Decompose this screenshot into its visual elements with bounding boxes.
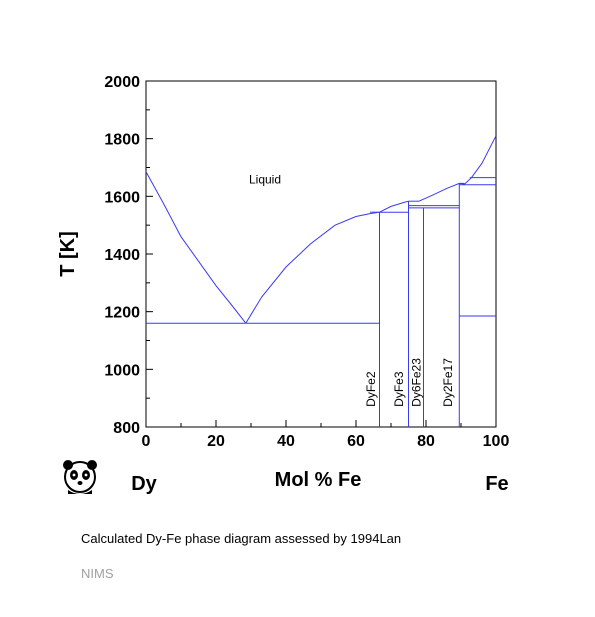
compound-label: Dy6Fe23: [410, 358, 424, 407]
panda-icon: [63, 460, 97, 494]
phase-boundary-line: [245, 200, 409, 324]
y-axis-title: T [K]: [57, 231, 79, 277]
x-axis-title: Mol % Fe: [275, 469, 362, 491]
phase-boundary-line: [418, 182, 465, 202]
left-element-label: Dy: [131, 473, 157, 495]
phase-labels: Liquid DyFe2 DyFe3 Dy6Fe23 Dy2Fe17: [249, 172, 455, 406]
x-tick-label: 40: [277, 433, 295, 450]
y-tick-label: 1200: [104, 305, 140, 322]
axis-tick-labels: 0 20 40 60 80 100 800 1000 1200 1400 1600 1800 2000: [104, 74, 509, 450]
y-tick-label: 800: [113, 420, 140, 437]
x-tick-label: 0: [142, 433, 151, 450]
phase-boundaries: [145, 135, 497, 427]
y-tick-label: 1000: [104, 362, 140, 379]
y-tick-label: 1400: [104, 247, 140, 264]
credit-text: NIMS: [81, 566, 114, 581]
figure-caption: Calculated Dy-Fe phase diagram assessed …: [81, 531, 402, 546]
compound-label: DyFe2: [364, 371, 378, 407]
compound-label: Dy2Fe17: [441, 358, 455, 407]
x-tick-label: 60: [347, 433, 365, 450]
x-tick-label: 80: [417, 433, 435, 450]
phase-boundary-line: [145, 171, 247, 324]
y-tick-label: 2000: [104, 74, 140, 91]
x-tick-label: 100: [483, 433, 510, 450]
right-element-label: Fe: [485, 473, 508, 495]
x-tick-label: 20: [207, 433, 225, 450]
y-tick-label: 1800: [104, 132, 140, 149]
phase-boundary-line: [459, 135, 497, 185]
compound-label: DyFe3: [392, 371, 406, 407]
y-tick-label: 1600: [104, 189, 140, 206]
region-label: Liquid: [249, 172, 281, 186]
axis-ticks: [145, 80, 497, 428]
